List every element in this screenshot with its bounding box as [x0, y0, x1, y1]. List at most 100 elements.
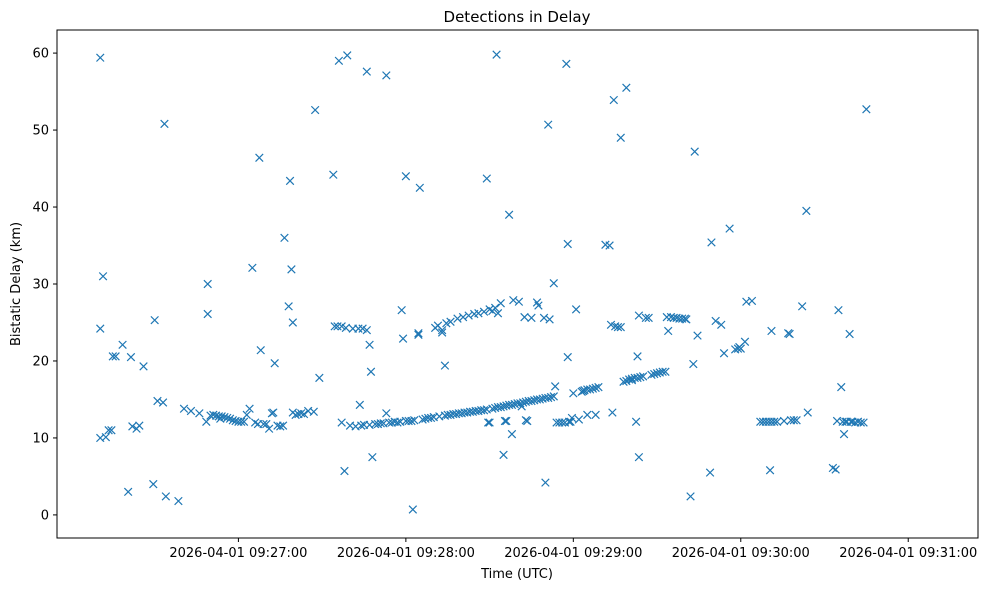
data-point [845, 329, 854, 339]
data-point [195, 409, 204, 418]
data-point [242, 410, 252, 420]
data-point [562, 59, 571, 69]
data-point [591, 410, 600, 420]
data-point [740, 337, 750, 346]
data-point [705, 468, 715, 477]
data-point [496, 402, 505, 412]
data-point [333, 322, 342, 331]
data-point [287, 265, 296, 274]
data-point [802, 206, 811, 216]
data-point [382, 409, 391, 418]
data-point [126, 352, 136, 362]
y-tick-label: 30 [32, 278, 49, 293]
data-point [583, 410, 592, 420]
data-point [631, 417, 641, 427]
data-point [633, 352, 642, 361]
data-point [255, 153, 264, 162]
data-point [690, 147, 699, 156]
y-tick-label: 20 [32, 354, 49, 369]
data-point [693, 331, 702, 340]
data-point [563, 239, 572, 249]
data-point [539, 313, 549, 323]
data-point [634, 452, 644, 462]
data-point [797, 302, 807, 311]
data-point [309, 407, 318, 416]
data-point [507, 429, 517, 439]
data-point [650, 369, 659, 379]
data-point [634, 311, 644, 320]
data-point [343, 51, 352, 60]
data-point [415, 183, 425, 193]
data-point [725, 224, 734, 233]
data-point [453, 314, 462, 323]
data-point [479, 307, 489, 316]
data-point [514, 297, 524, 306]
data-point [839, 429, 849, 439]
data-point [104, 426, 113, 435]
data-point [856, 418, 866, 427]
data-point [859, 418, 868, 427]
data-point [488, 404, 497, 413]
data-point [527, 313, 536, 323]
data-point [108, 352, 118, 361]
data-point [315, 373, 324, 383]
data-point [567, 413, 577, 423]
data-point [437, 328, 447, 337]
data-point [616, 322, 625, 332]
data-point [446, 317, 455, 326]
data-markers [96, 50, 871, 514]
data-point [711, 316, 720, 326]
data-point [245, 404, 254, 413]
data-point [426, 413, 436, 423]
data-point [862, 105, 871, 114]
data-point [785, 329, 794, 339]
data-point [647, 370, 656, 380]
data-point [545, 315, 554, 324]
data-point [393, 418, 402, 427]
data-point [663, 326, 673, 336]
data-point [408, 505, 418, 514]
data-point [160, 119, 169, 129]
data-point [330, 322, 339, 331]
data-point [376, 419, 385, 428]
data-point [239, 417, 249, 427]
data-point [499, 402, 508, 411]
y-tick-label: 10 [32, 431, 49, 446]
data-point [534, 301, 543, 310]
data-point [341, 323, 351, 333]
data-point [174, 496, 183, 506]
data-point [437, 325, 447, 335]
data-point [220, 412, 229, 422]
data-point [482, 174, 492, 183]
x-tick-label: 2026-04-01 09:27:00 [169, 546, 307, 561]
data-point [779, 416, 789, 426]
y-axis-label: Bistatic Delay (km) [9, 222, 24, 346]
data-point [789, 416, 799, 425]
data-point [658, 367, 667, 376]
x-tick-label: 2026-04-01 09:29:00 [504, 546, 642, 561]
data-point [613, 322, 623, 332]
data-point [276, 422, 285, 431]
data-point [209, 410, 218, 420]
y-tick-label: 60 [32, 47, 49, 62]
data-point [355, 400, 365, 410]
data-point [407, 416, 416, 426]
data-point [135, 421, 144, 430]
data-point [689, 359, 698, 369]
y-tick-label: 40 [32, 201, 49, 216]
chart-title: Detections in Delay [444, 8, 591, 26]
data-point [139, 362, 148, 371]
data-point [479, 406, 489, 415]
data-point [362, 67, 372, 76]
data-point [682, 315, 691, 324]
data-point [496, 299, 505, 308]
data-point [149, 479, 158, 489]
y-axis-ticks: 0 10 20 30 40 50 60 [32, 47, 57, 523]
data-point [636, 372, 645, 382]
data-point [499, 450, 508, 460]
data-point [329, 170, 338, 179]
data-point [641, 313, 651, 323]
data-point [834, 305, 843, 315]
data-point [509, 295, 518, 305]
